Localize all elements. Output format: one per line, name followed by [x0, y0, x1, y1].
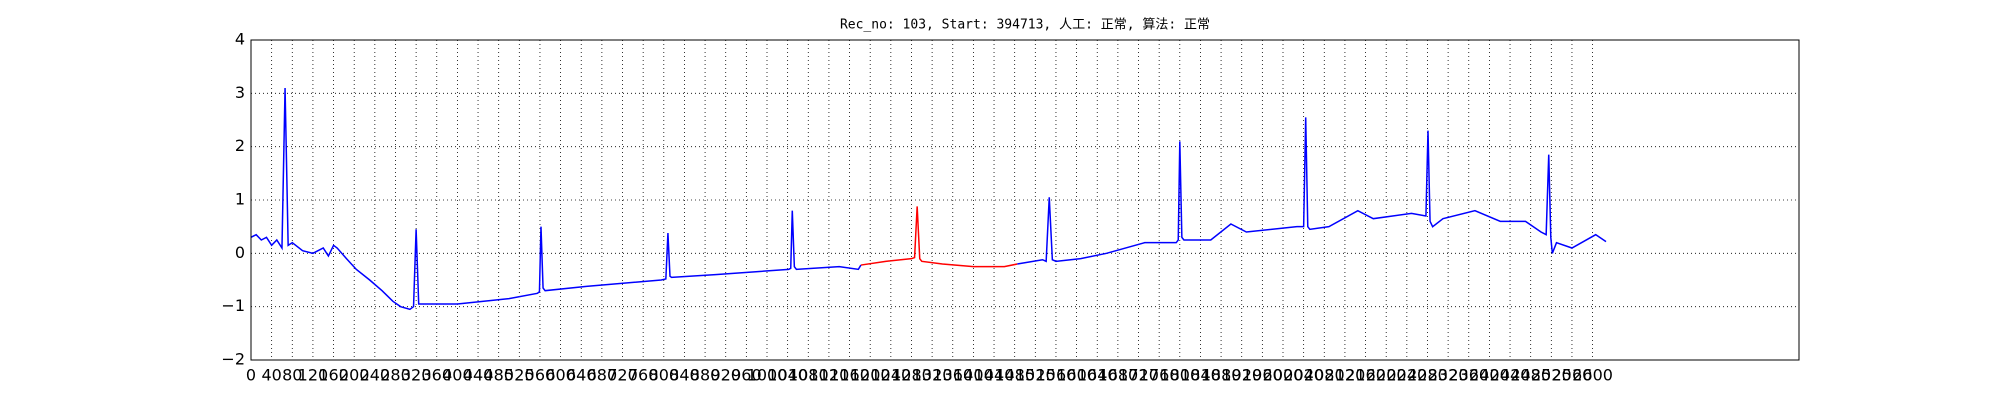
x-tick-label: 1440	[974, 366, 1015, 385]
x-tick-label: 2280	[1407, 366, 1448, 385]
data-line	[250, 87, 1607, 311]
x-tick-label: 600	[545, 366, 576, 385]
x-tick-label: 920	[710, 366, 741, 385]
x-tick-label: 1200	[850, 366, 891, 385]
x-tick-label: 40	[261, 366, 281, 385]
x-tick-label: 1320	[912, 366, 953, 385]
x-tick-label: 960	[731, 366, 762, 385]
x-tick-label: 1400	[953, 366, 994, 385]
y-tick-label: 4	[235, 30, 245, 49]
plot-frame	[250, 39, 1800, 361]
x-tick-label: 1760	[1139, 366, 1180, 385]
x-tick-label: 1520	[1015, 366, 1056, 385]
x-tick-label: 2200	[1366, 366, 1407, 385]
x-tick-label: 2320	[1428, 366, 1469, 385]
y-tick-label: 2	[235, 136, 245, 155]
x-tick-label: 840	[669, 366, 700, 385]
x-tick-label: 560	[525, 366, 556, 385]
x-tick-label: 360	[421, 366, 452, 385]
x-tick-label: 2080	[1304, 366, 1345, 385]
x-tick-label: 1040	[767, 366, 808, 385]
x-tick-label: 440	[463, 366, 494, 385]
x-tick-label: 240	[360, 366, 391, 385]
data-line	[860, 206, 1018, 268]
x-tick-label: 760	[628, 366, 659, 385]
x-tick-label: 2520	[1531, 366, 1572, 385]
x-tick-label: 280	[380, 366, 411, 385]
x-tick-label: 2040	[1283, 366, 1324, 385]
x-tick-label: 1360	[932, 366, 973, 385]
x-tick-label: 1280	[891, 366, 932, 385]
y-tick-label: −2	[221, 350, 245, 369]
x-tick-label: 2480	[1510, 366, 1551, 385]
y-tick-label: 3	[235, 83, 245, 102]
x-tick-label: 1000	[747, 366, 788, 385]
x-tick-label: 2600	[1572, 366, 1613, 385]
y-tick-label: 0	[235, 243, 245, 262]
x-tick-label: 0	[246, 366, 256, 385]
x-tick-label: 320	[401, 366, 432, 385]
x-tick-label: 2120	[1325, 366, 1366, 385]
x-tick-label: 480	[483, 366, 514, 385]
x-tick-label: 1240	[870, 366, 911, 385]
x-tick-label: 2160	[1345, 366, 1386, 385]
x-tick-label: 1920	[1221, 366, 1262, 385]
x-tick-label: 1840	[1180, 366, 1221, 385]
x-tick-label: 2560	[1552, 366, 1593, 385]
x-tick-label: 400	[442, 366, 473, 385]
x-tick-label: 1160	[829, 366, 870, 385]
x-tick-label: 2360	[1448, 366, 1489, 385]
x-tick-label: 2400	[1469, 366, 1510, 385]
x-tick-label: 1800	[1159, 366, 1200, 385]
x-tick-label: 1120	[809, 366, 850, 385]
x-tick-label: 1560	[1036, 366, 1077, 385]
x-tick-label: 800	[649, 366, 680, 385]
x-tick-label: 640	[566, 366, 597, 385]
x-tick-label: 1640	[1077, 366, 1118, 385]
x-tick-label: 2000	[1263, 366, 1304, 385]
x-tick-label: 1720	[1118, 366, 1159, 385]
y-tick-label: −1	[221, 296, 245, 315]
x-tick-label: 2240	[1386, 366, 1427, 385]
x-tick-label: 880	[690, 366, 721, 385]
x-tick-label: 720	[607, 366, 638, 385]
x-tick-label: 1480	[994, 366, 1035, 385]
x-tick-label: 1880	[1201, 366, 1242, 385]
x-tick-label: 1080	[788, 366, 829, 385]
x-tick-label: 200	[339, 366, 370, 385]
x-tick-label: 2440	[1490, 366, 1531, 385]
x-tick-label: 1680	[1098, 366, 1139, 385]
y-tick-label: 1	[235, 190, 245, 209]
x-tick-label: 1960	[1242, 366, 1283, 385]
chart-title: Rec_no: 103, Start: 394713, 人工: 正常, 算法: …	[840, 18, 1210, 33]
x-tick-label: 520	[504, 366, 535, 385]
x-tick-label: 160	[318, 366, 349, 385]
x-tick-label: 120	[298, 366, 329, 385]
x-tick-label: 680	[587, 366, 618, 385]
x-tick-label: 80	[282, 366, 302, 385]
x-tick-label: 1600	[1056, 366, 1097, 385]
